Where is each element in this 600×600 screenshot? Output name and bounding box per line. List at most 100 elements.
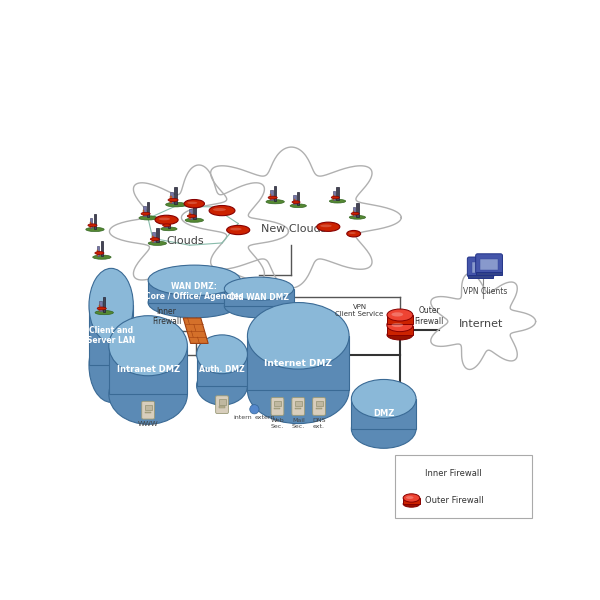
Ellipse shape <box>329 199 346 203</box>
FancyBboxPatch shape <box>148 280 241 302</box>
Ellipse shape <box>352 409 416 448</box>
Ellipse shape <box>266 200 284 204</box>
FancyBboxPatch shape <box>94 214 96 229</box>
Text: VPN Clients: VPN Clients <box>463 287 508 296</box>
Text: Mail
Sec.: Mail Sec. <box>292 418 305 429</box>
FancyBboxPatch shape <box>89 218 92 228</box>
FancyBboxPatch shape <box>224 289 293 306</box>
Text: WAN DMZ:
Core / Office/ Agencies: WAN DMZ: Core / Office/ Agencies <box>145 282 244 301</box>
Ellipse shape <box>148 265 241 296</box>
FancyBboxPatch shape <box>395 455 532 518</box>
Ellipse shape <box>197 335 247 374</box>
Text: Internet: Internet <box>458 319 503 329</box>
Ellipse shape <box>109 364 187 424</box>
FancyBboxPatch shape <box>295 408 301 409</box>
Polygon shape <box>109 165 289 298</box>
Ellipse shape <box>347 230 361 237</box>
FancyBboxPatch shape <box>219 406 225 407</box>
Ellipse shape <box>197 366 247 405</box>
FancyBboxPatch shape <box>476 272 502 275</box>
FancyBboxPatch shape <box>316 401 323 406</box>
Text: Clouds: Clouds <box>166 236 204 245</box>
Text: Intranet DMZ: Intranet DMZ <box>116 365 179 374</box>
FancyBboxPatch shape <box>352 399 416 429</box>
Ellipse shape <box>352 379 416 418</box>
FancyBboxPatch shape <box>481 259 498 270</box>
Text: extern: extern <box>255 415 275 420</box>
Ellipse shape <box>166 202 186 207</box>
Ellipse shape <box>93 255 111 259</box>
Ellipse shape <box>247 302 349 369</box>
Ellipse shape <box>320 224 332 227</box>
FancyBboxPatch shape <box>468 275 493 278</box>
Ellipse shape <box>224 295 293 318</box>
Text: Internet DMZ: Internet DMZ <box>264 359 332 368</box>
Ellipse shape <box>209 206 235 215</box>
Ellipse shape <box>86 227 104 232</box>
Ellipse shape <box>351 212 359 215</box>
FancyBboxPatch shape <box>189 209 192 218</box>
Text: VPN
Client Service: VPN Client Service <box>335 304 384 317</box>
FancyBboxPatch shape <box>101 241 103 256</box>
FancyBboxPatch shape <box>143 211 145 216</box>
Ellipse shape <box>290 204 307 208</box>
Ellipse shape <box>155 215 178 224</box>
FancyBboxPatch shape <box>197 354 247 386</box>
Ellipse shape <box>109 316 187 376</box>
Text: intern: intern <box>233 415 252 420</box>
Ellipse shape <box>387 330 413 340</box>
Text: Web
Sec.: Web Sec. <box>271 418 284 429</box>
FancyBboxPatch shape <box>90 222 91 228</box>
FancyBboxPatch shape <box>274 186 277 201</box>
FancyBboxPatch shape <box>99 301 102 311</box>
FancyBboxPatch shape <box>145 405 152 410</box>
Ellipse shape <box>158 218 170 220</box>
FancyBboxPatch shape <box>467 257 494 277</box>
FancyBboxPatch shape <box>333 191 335 200</box>
FancyBboxPatch shape <box>293 196 296 205</box>
FancyBboxPatch shape <box>143 206 146 216</box>
FancyBboxPatch shape <box>472 262 490 274</box>
Ellipse shape <box>224 277 293 300</box>
Ellipse shape <box>349 232 356 234</box>
Polygon shape <box>183 318 208 343</box>
Ellipse shape <box>403 494 420 502</box>
Text: Old WAN DMZ: Old WAN DMZ <box>229 293 289 302</box>
FancyBboxPatch shape <box>353 211 354 216</box>
FancyBboxPatch shape <box>89 305 133 365</box>
FancyBboxPatch shape <box>316 408 322 409</box>
Ellipse shape <box>187 215 196 218</box>
FancyBboxPatch shape <box>103 297 106 312</box>
Ellipse shape <box>88 224 97 227</box>
FancyBboxPatch shape <box>356 203 359 217</box>
Ellipse shape <box>185 218 203 222</box>
FancyBboxPatch shape <box>97 250 98 256</box>
FancyBboxPatch shape <box>294 199 295 205</box>
Ellipse shape <box>95 311 113 314</box>
FancyBboxPatch shape <box>109 346 187 394</box>
Ellipse shape <box>89 268 133 342</box>
Ellipse shape <box>139 216 157 220</box>
Ellipse shape <box>406 496 413 499</box>
FancyBboxPatch shape <box>97 245 100 256</box>
FancyBboxPatch shape <box>274 401 281 406</box>
Text: New Clouds: New Clouds <box>261 224 326 234</box>
Ellipse shape <box>230 227 242 230</box>
Ellipse shape <box>213 208 226 211</box>
Text: Outer
Firewall: Outer Firewall <box>415 306 444 326</box>
FancyBboxPatch shape <box>476 254 502 274</box>
FancyBboxPatch shape <box>333 194 334 200</box>
FancyBboxPatch shape <box>170 191 173 203</box>
FancyBboxPatch shape <box>292 398 305 415</box>
Ellipse shape <box>141 212 150 215</box>
Text: Outer Firewall: Outer Firewall <box>425 496 484 505</box>
FancyBboxPatch shape <box>164 218 167 227</box>
Ellipse shape <box>161 227 177 231</box>
FancyBboxPatch shape <box>387 315 413 324</box>
Ellipse shape <box>184 200 205 208</box>
Ellipse shape <box>403 501 420 507</box>
Ellipse shape <box>187 202 197 204</box>
FancyBboxPatch shape <box>297 192 299 205</box>
Ellipse shape <box>163 224 171 226</box>
Polygon shape <box>431 274 536 370</box>
